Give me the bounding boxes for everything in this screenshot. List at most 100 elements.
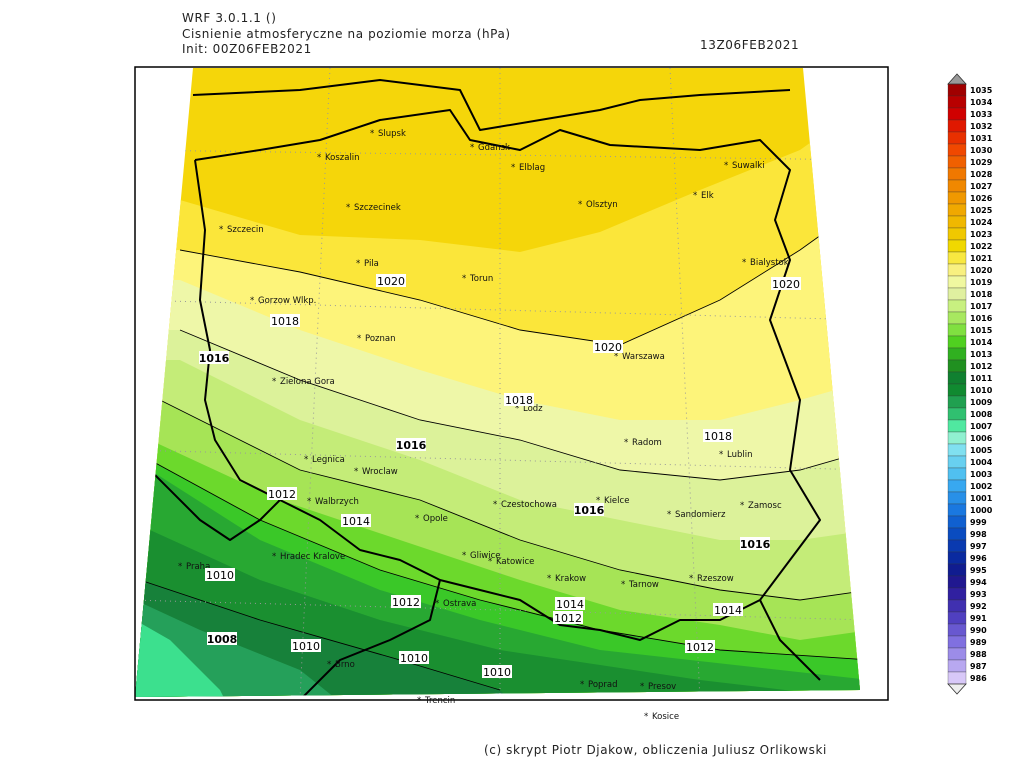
city-marker: *: [596, 496, 600, 506]
city-marker: *: [515, 404, 519, 414]
colorbar-label: 1008: [970, 410, 993, 419]
isobar-label-bg: [482, 665, 512, 678]
colorbar-swatch: [947, 203, 967, 217]
colorbar-swatch: [947, 155, 967, 169]
colorbar-swatch: [947, 239, 967, 253]
colorbar-label: 1027: [970, 182, 992, 191]
model-name: WRF 3.0.1.1 (): [182, 11, 276, 25]
colorbar-label: 1021: [970, 254, 993, 263]
colorbar-swatch: [947, 359, 967, 373]
isobar-label-bg: [713, 603, 743, 616]
colorbar-label: 1014: [970, 338, 993, 347]
city-label: Sandomierz: [675, 510, 726, 520]
colorbar-swatch: [947, 647, 967, 661]
city-marker: *: [578, 200, 582, 210]
city-label: Olsztyn: [586, 200, 618, 210]
city-marker: *: [689, 574, 693, 584]
colorbar-label: 1003: [970, 470, 992, 479]
city-label: Warszawa: [622, 352, 665, 362]
city-label: Bialystok: [750, 258, 789, 268]
city-marker: *: [354, 467, 358, 477]
city-label: Hradec Kralove: [280, 552, 345, 562]
colorbar-swatch: [947, 287, 967, 301]
isobar-label: 1020: [377, 275, 405, 288]
isobar-label: 1012: [268, 488, 296, 501]
map-frame: [134, 66, 889, 701]
isobar-label-bg: [574, 503, 604, 516]
colorbar-label: 1016: [970, 314, 993, 323]
city-marker: *: [178, 562, 182, 572]
colorbar-swatch: [947, 383, 967, 397]
colorbar-swatch: [947, 515, 967, 529]
isobar-label: 1014: [342, 515, 370, 528]
colorbar-label: 1032: [970, 122, 992, 131]
city-label: Czestochowa: [501, 500, 557, 510]
city-marker: *: [307, 497, 311, 507]
city-marker: *: [693, 191, 697, 201]
isobar-label: 1012: [686, 641, 714, 654]
colorbar-label: 1030: [970, 146, 993, 155]
isobar-label: 1014: [714, 604, 742, 617]
border-south: [149, 469, 281, 541]
colorbar-label: 1002: [970, 482, 992, 491]
colorbar-swatch: [947, 419, 967, 433]
colorbar-swatch: [947, 95, 967, 109]
colorbar-label: 995: [970, 566, 987, 575]
city-label: Elk: [701, 191, 714, 201]
city-marker: *: [740, 501, 744, 511]
colorbar-label: 1015: [970, 326, 993, 335]
colorbar-label: 986: [970, 674, 987, 683]
city-label: Tarnow: [628, 580, 659, 590]
city-marker: *: [415, 514, 419, 524]
colorbar: 1035 1034 1033 1032 1031 1030 1029 1028 1027 1026…: [947, 73, 993, 695]
city-label: Zamosc: [748, 501, 782, 511]
isobar-label: 1012: [392, 596, 420, 609]
colorbar-label: 1022: [970, 242, 992, 251]
colorbar-label: 991: [970, 614, 987, 623]
city-marker: *: [724, 161, 728, 171]
isobar-label-bg: [593, 340, 623, 353]
colorbar-swatch: [947, 659, 967, 673]
colorbar-label: 999: [970, 518, 987, 527]
city-label: Rzeszow: [697, 574, 734, 584]
border-east: [759, 599, 821, 681]
city-label: Presov: [648, 682, 676, 692]
city-marker: *: [250, 296, 254, 306]
isobar-label-bg: [553, 611, 583, 624]
colorbar-swatch: [947, 215, 967, 229]
city-marker: *: [370, 129, 374, 139]
colorbar-swatch: [947, 599, 967, 613]
isobar-label-bg: [207, 632, 237, 645]
colorbar-label: 1017: [970, 302, 992, 311]
isobar-label-bg: [291, 639, 321, 652]
city-label: Lodz: [523, 404, 543, 414]
city-label: Ostrava: [443, 599, 476, 609]
isobar-label: 1010: [206, 569, 234, 582]
cities: * Slupsk * Koszalin * Gdansk * Elblag * Suwalki * E…: [178, 129, 789, 722]
colorbar-label: 1006: [970, 434, 993, 443]
colorbar-label: 1019: [970, 278, 993, 287]
isobar-label: 1016: [574, 504, 605, 517]
city-label: Gorzow Wlkp.: [258, 296, 316, 306]
city-marker: *: [219, 225, 223, 235]
colorbar-arrow-top: [947, 73, 967, 85]
city-label: Brno: [335, 660, 355, 670]
city-marker: *: [580, 680, 584, 690]
isobar-label-bg: [270, 314, 300, 327]
city-marker: *: [493, 500, 497, 510]
city-label: Katowice: [496, 557, 534, 567]
colorbar-swatch: [947, 299, 967, 313]
colorbar-swatch: [947, 371, 967, 385]
colorbar-label: 1011: [970, 374, 993, 383]
colorbar-label: 997: [970, 542, 987, 551]
city-label: Szczecin: [227, 225, 264, 235]
city-label: Lublin: [727, 450, 752, 460]
city-marker: *: [357, 334, 361, 344]
isobar-label-bg: [555, 597, 585, 610]
colorbar-label: 987: [970, 662, 987, 671]
colorbar-label: 992: [970, 602, 987, 611]
colorbar-swatch: [947, 191, 967, 205]
city-label: Slupsk: [378, 129, 406, 139]
colorbar-swatch: [947, 467, 967, 481]
colorbar-swatch: [947, 107, 967, 121]
